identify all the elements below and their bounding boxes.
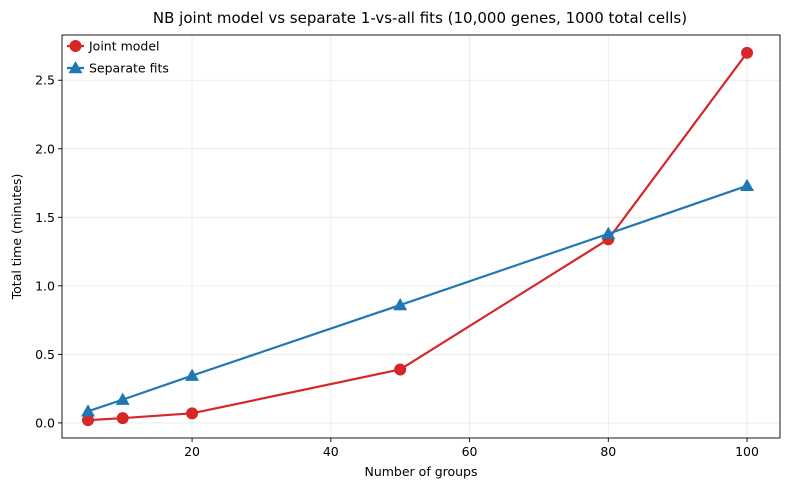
legend: Joint model Separate fits [67,39,169,76]
y-tick-label: 1.5 [35,210,55,225]
data-point [601,226,616,240]
x-tick-label: 40 [323,444,339,459]
plot-frame [61,34,781,439]
data-point [393,298,408,311]
series-joint-model [82,46,754,427]
series-separate-fits [81,178,755,417]
y-tick-label: 1.0 [35,278,55,293]
data-point [115,392,130,405]
y-tick-label: 2.0 [35,141,55,156]
data-point [82,414,95,427]
x-tick-label: 20 [184,444,200,459]
legend-entry: Separate fits [67,61,169,76]
series-layer [81,46,755,427]
data-point [740,178,755,192]
data-point [741,46,754,59]
legend-entry: Joint model [67,39,160,54]
legend-label: Joint model [88,39,160,54]
y-tick-label: 0.0 [35,415,55,430]
x-axis-label: Number of groups [364,464,477,479]
x-tick-label: 80 [600,444,616,459]
y-tick-label: 0.5 [35,347,55,362]
data-point [186,407,199,420]
data-point [394,363,407,376]
data-point [116,412,129,425]
data-point [185,368,200,381]
y-tick-label: 2.5 [35,73,55,88]
series-line [87,184,748,413]
x-tick-label: 100 [735,444,759,459]
x-tick-label: 60 [462,444,478,459]
chart-title: NB joint model vs separate 1-vs-all fits… [153,9,687,27]
series-line [87,52,748,422]
grid [62,35,780,438]
legend-label: Separate fits [89,61,169,76]
data-point [81,404,96,417]
y-axis-label: Total time (minutes) [9,174,24,301]
ticks: 20 40 60 80 100 0.0 0.5 1.0 1.5 2.0 2.5 [35,73,759,459]
legend-marker [69,40,82,52]
legend-marker [68,61,83,74]
